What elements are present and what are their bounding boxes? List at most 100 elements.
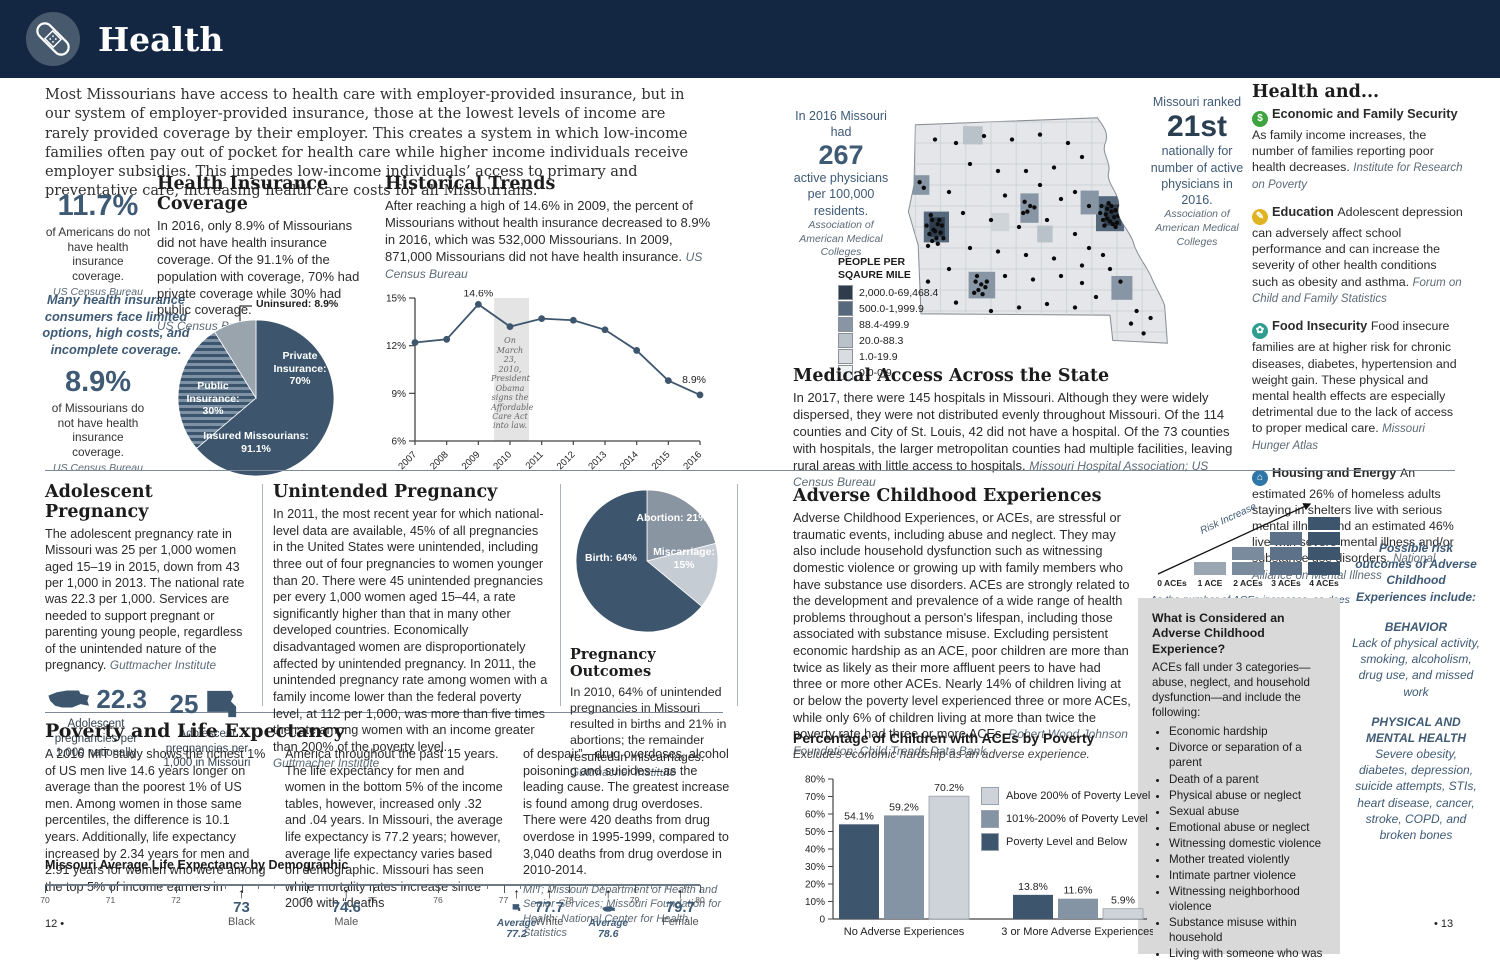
aca-annotation: On March 23, 2010, President Obama signs… xyxy=(491,336,534,431)
hospital-dots xyxy=(908,132,1153,336)
section-divider xyxy=(45,470,1455,471)
hospital-dot xyxy=(1072,189,1078,195)
abortion-label: Abortion: 21% xyxy=(636,512,708,524)
axis-tick xyxy=(421,885,423,889)
section-source: Missouri Hospital Association; US Census… xyxy=(793,458,1209,490)
data-point xyxy=(569,317,577,325)
hospital-dot xyxy=(1107,219,1113,224)
axis-tick xyxy=(176,885,178,893)
legend-swatch xyxy=(981,787,999,805)
behavior-title: BEHAVIOR xyxy=(1384,619,1448,634)
wheat-icon: ✿ xyxy=(1252,323,1268,340)
bar-poverty-level-and-below xyxy=(1013,894,1053,919)
section-body: Adverse Childhood Experiences, or ACEs, … xyxy=(793,510,1133,759)
axis-tick-label: 72 xyxy=(171,895,181,905)
stair-column: 2 ACEs xyxy=(1232,545,1264,588)
hospital-dot xyxy=(1148,315,1153,321)
hospital-dot xyxy=(1051,256,1057,261)
axis-tick xyxy=(454,885,456,889)
y-tick-label: 0 xyxy=(819,915,825,926)
y-tick-label: 40% xyxy=(805,845,825,856)
stat-value: 11.7% xyxy=(57,190,139,222)
hospital-dot xyxy=(908,147,911,153)
stair-block xyxy=(1270,562,1302,575)
legend-label: Above 200% of Poverty Level xyxy=(1006,790,1151,802)
chart-title: Percentage of Children with ACEs by Pove… xyxy=(793,730,1095,746)
hospital-dot xyxy=(921,185,926,190)
legend-item: 1.0-19.9 xyxy=(838,349,973,365)
page-header: Health xyxy=(0,0,1500,78)
hospital-dot xyxy=(1016,305,1022,310)
column-divider xyxy=(262,484,263,706)
medical-access-section: Medical Access Across the State In 2017,… xyxy=(793,366,1245,491)
axis-tick-label: 76 xyxy=(433,895,443,905)
poverty-col1: A 2016 MIT study shows the richest 1% of… xyxy=(45,747,266,894)
y-tick-label: 15% xyxy=(386,294,406,305)
ace-list-item: Death of a parent xyxy=(1169,772,1326,787)
axis-tick-label: 70 xyxy=(40,895,50,905)
axis-tick xyxy=(94,885,96,889)
hospital-dot xyxy=(1117,203,1122,209)
hospital-dot xyxy=(1100,252,1106,258)
hospital-dot xyxy=(1058,273,1064,279)
chart-legend: Above 200% of Poverty Level 101%-200% of … xyxy=(981,787,1150,856)
axis-tick xyxy=(683,885,685,889)
national-uninsured-stat: 11.7% of Americans do not have health in… xyxy=(45,192,151,298)
stat-desc: active physicians per 100,000 residents. xyxy=(793,171,889,218)
axis-tick xyxy=(307,885,309,893)
legend-label: 1.0-19.9 xyxy=(859,350,898,363)
timeline-title: Missouri Average Life Expectancy by Demo… xyxy=(45,858,349,872)
hospital-dot xyxy=(1102,223,1107,228)
axis-tick xyxy=(241,885,243,893)
axis-tick xyxy=(225,885,227,889)
timeline-marker-78.6: ↑ Average 78.6 xyxy=(588,886,629,941)
legend-item: Above 200% of Poverty Level xyxy=(981,787,1150,805)
legend-label: 88.4-499.9 xyxy=(859,318,910,331)
axis-tick xyxy=(634,885,636,893)
hospital-dot xyxy=(1079,280,1085,286)
topic-title: Economic and Family Security xyxy=(1272,106,1458,121)
y-tick-label: 50% xyxy=(805,827,825,838)
stat-value: 25 xyxy=(169,688,199,719)
trend-line-chart-svg: 15%12%9%6%2007 2008 2009 2010 2011 2012 2013 20… xyxy=(386,288,706,473)
stair-block xyxy=(1308,547,1340,560)
marker-sub: White xyxy=(535,915,564,928)
stair-column: 0 ACEs xyxy=(1156,575,1188,588)
density-patch xyxy=(1111,276,1133,300)
body-text: Adverse Childhood Experiences, or ACEs, … xyxy=(793,510,1131,742)
axis-tick xyxy=(519,885,521,889)
hospital-dot xyxy=(1110,222,1115,227)
page-number-right: • 13 xyxy=(1434,918,1454,930)
axis-tick xyxy=(257,885,259,889)
stairs-columns: 0 ACEs 1 ACE 2 ACEs 3 ACEs 4 ACEs xyxy=(1156,515,1340,588)
hospital-dot xyxy=(960,210,966,216)
axis-tick xyxy=(552,885,554,889)
insurance-section: Health Insurance Coverage In 2016, only … xyxy=(157,174,373,335)
hospital-dot xyxy=(967,245,973,251)
data-point xyxy=(411,339,419,347)
hospital-dot xyxy=(930,238,935,244)
life-expectancy-timeline: 70 71 72 74 75 76 77 78 79 80 ↑ 73 Black ↑ 74.6 Male ↑ Av… xyxy=(40,884,705,959)
body-text: The adolescent pregnancy rate in Missour… xyxy=(45,527,245,672)
risk-outcomes-column: Possible risk outcomes of Adverse Childh… xyxy=(1352,540,1480,843)
x-tick-label: 2011 xyxy=(524,450,546,472)
us-map-icon xyxy=(48,690,90,708)
hospital-dot xyxy=(953,300,959,305)
stair-block xyxy=(1270,532,1302,545)
section-body: In 2011, the most recent year for which … xyxy=(273,506,551,771)
axis-tick xyxy=(650,885,652,889)
section-source: Robert Wood Johnson Foundation; Child Tr… xyxy=(793,727,1128,758)
axis-tick xyxy=(143,885,145,889)
missouri-rate-stat: 25 Adolescent pregnancies per 1,000 in M… xyxy=(161,683,253,770)
poverty-columns: A 2016 MIT study shows the richest 1% of… xyxy=(45,746,735,941)
section-source: Guttmacher Institute xyxy=(109,657,217,672)
outcomes-pie-chart: Birth: 64% Abortion: 21% Miscarriage: 15… xyxy=(572,486,722,636)
marker-sub: 78.6 xyxy=(598,928,619,940)
data-point xyxy=(696,391,704,399)
chart-subtitle: Excludes economic hardship as an adverse… xyxy=(793,747,1090,761)
hospital-dot xyxy=(1025,209,1030,214)
hospital-dot xyxy=(1065,140,1071,146)
marker-value: Average xyxy=(588,918,629,929)
density-patch xyxy=(1080,190,1099,215)
axis-tick xyxy=(192,885,194,889)
